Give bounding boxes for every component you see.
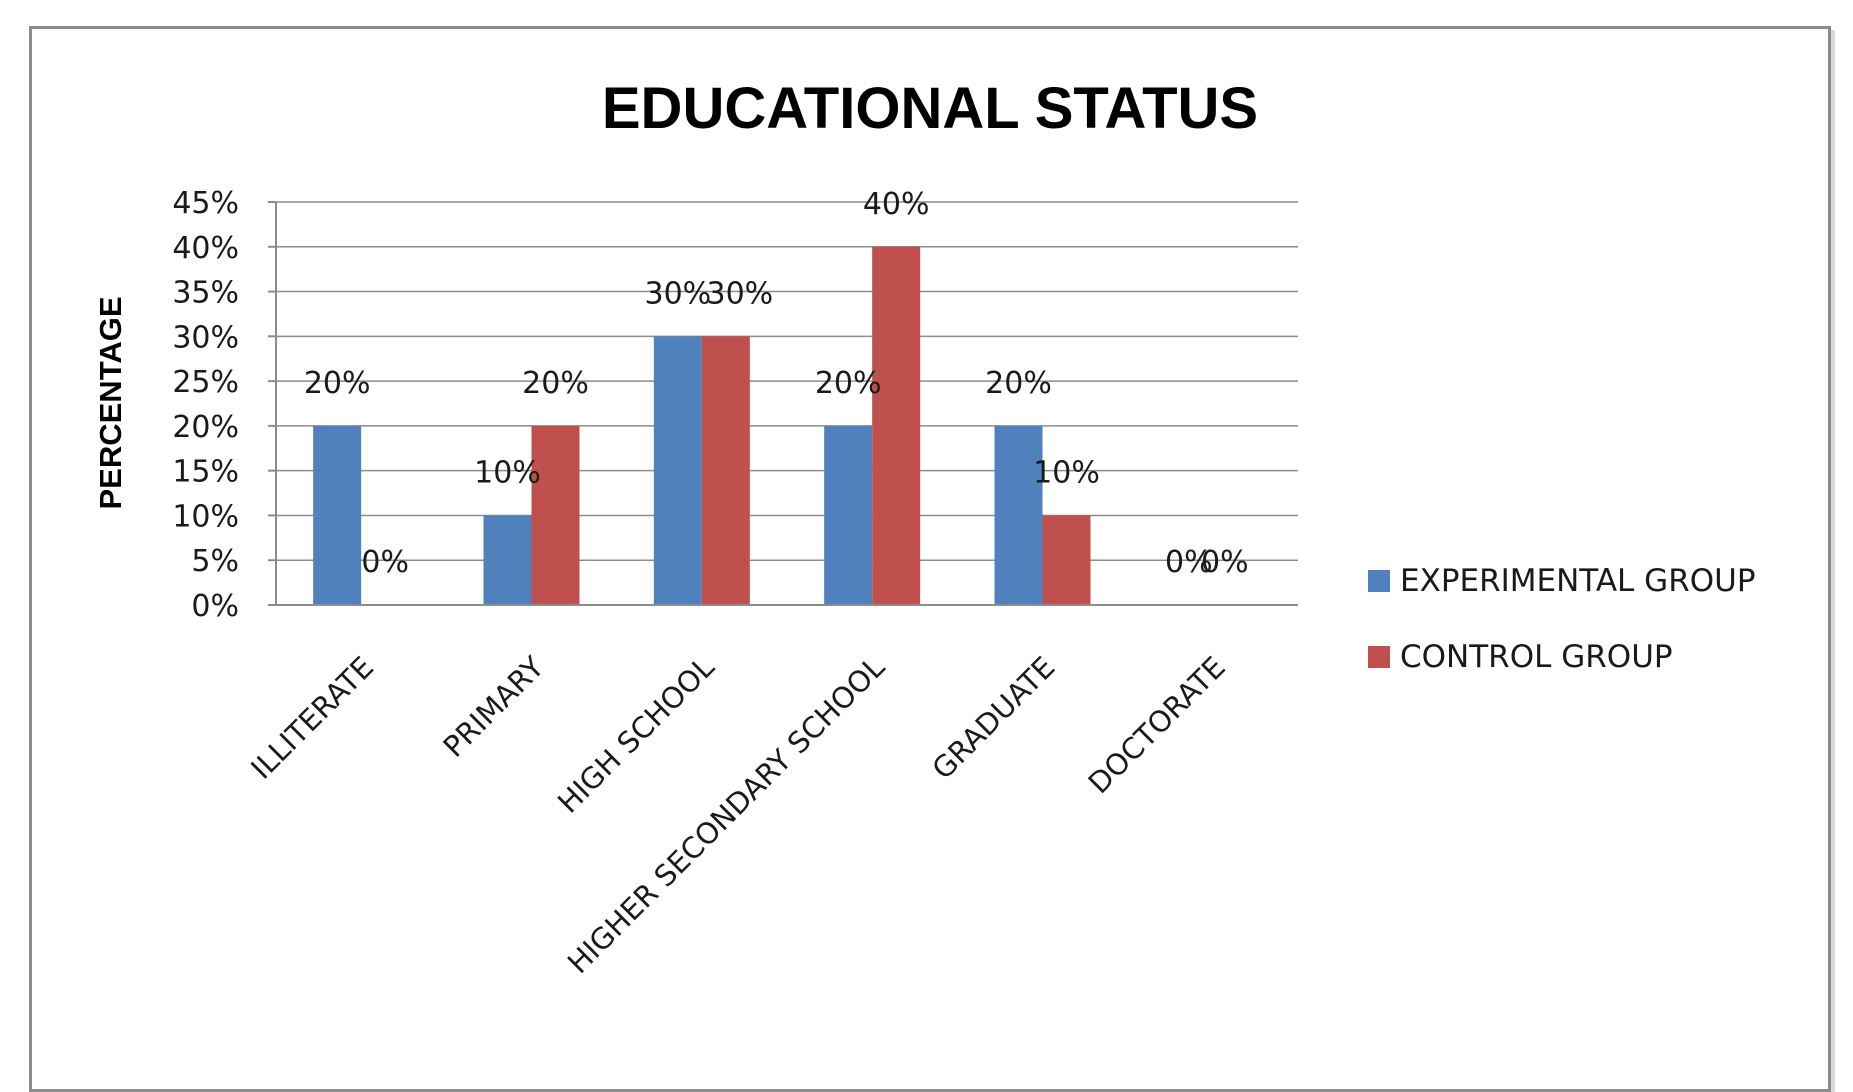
bar-experimental-4	[994, 425, 1043, 605]
y-tick-label: 10%	[172, 499, 239, 534]
data-label: 20%	[815, 366, 882, 401]
data-label: 20%	[985, 366, 1052, 401]
y-tick-label: 30%	[172, 320, 239, 355]
x-category-label: ILLITERATE	[244, 650, 380, 786]
data-label: 0%	[1165, 545, 1213, 580]
chart-title: EDUCATIONAL STATUS	[602, 76, 1258, 141]
y-axis-label: PERCENTAGE	[93, 296, 128, 509]
x-category-label: HIGHER SECONDARY SCHOOL	[561, 650, 891, 980]
legend-swatch	[1368, 570, 1390, 592]
x-category-label: DOCTORATE	[1081, 650, 1231, 800]
bar-control-2	[701, 336, 750, 605]
data-label: 30%	[644, 276, 711, 311]
legend-swatch	[1368, 646, 1390, 668]
educational-status-chart: EDUCATIONAL STATUS PERCENTAGE 0% 5% 10% 15%…	[93, 76, 1756, 980]
data-label: 30%	[706, 276, 773, 311]
x-category-label: PRIMARY	[437, 650, 551, 764]
x-category-label: GRADUATE	[925, 650, 1061, 786]
legend-entry: CONTROL GROUP	[1400, 639, 1673, 675]
bar-control-3	[872, 246, 921, 605]
data-label: 10%	[474, 455, 541, 490]
y-tick-label: 35%	[172, 276, 239, 311]
data-label: 0%	[361, 545, 409, 580]
y-tick-label: 40%	[172, 231, 239, 266]
data-label: 40%	[863, 187, 930, 222]
data-label: 0%	[1201, 545, 1249, 580]
bar-control-1	[531, 425, 580, 605]
y-tick-label: 0%	[191, 589, 239, 624]
bar-experimental-3	[824, 425, 873, 605]
data-label: 10%	[1033, 455, 1100, 490]
x-category-label: HIGH SCHOOL	[551, 650, 721, 820]
y-tick-label: 5%	[191, 544, 239, 579]
y-tick-label: 25%	[172, 365, 239, 400]
y-tick-label: 45%	[172, 186, 239, 221]
y-tick-label: 20%	[172, 410, 239, 445]
y-tick-label: 15%	[172, 455, 239, 490]
bar-experimental-0	[313, 425, 362, 605]
bar-experimental-2	[653, 336, 702, 605]
legend-entry: EXPERIMENTAL GROUP	[1400, 563, 1756, 599]
bar-experimental-1	[483, 515, 532, 605]
data-label: 20%	[304, 366, 371, 401]
bar-control-4	[1042, 515, 1091, 605]
data-label: 20%	[522, 366, 589, 401]
